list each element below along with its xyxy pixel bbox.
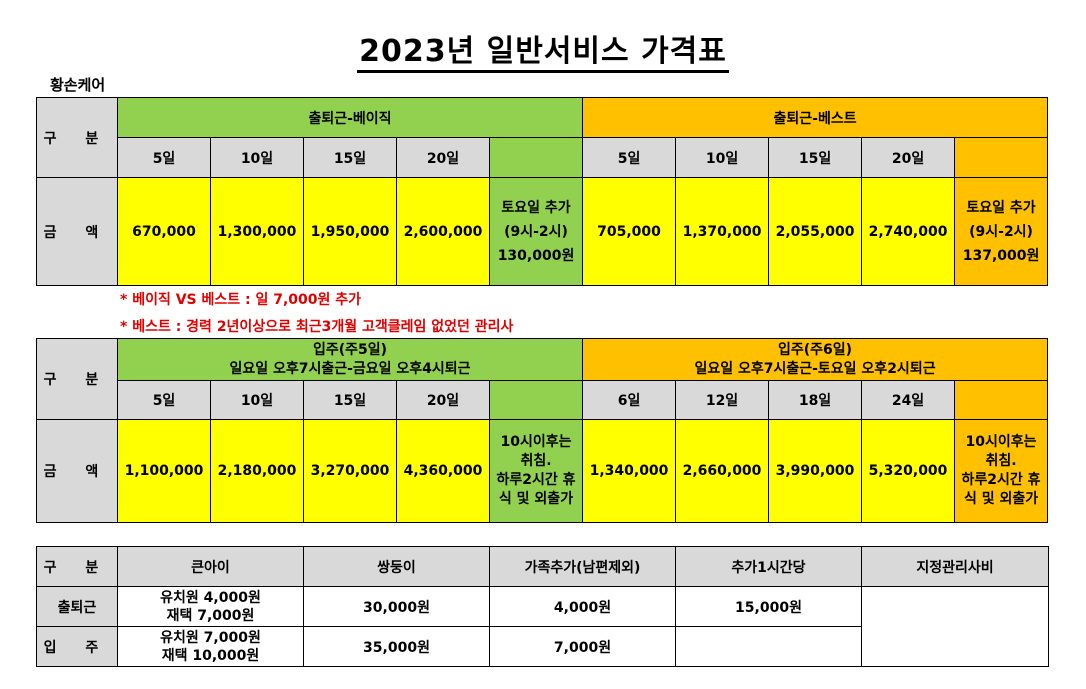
- basic-price: 2,600,000: [396, 177, 490, 286]
- five-day-count: 10일: [210, 380, 304, 420]
- basic-price: 670,000: [117, 177, 211, 286]
- basic-day: 20일: [396, 137, 490, 178]
- header-designated-fee: 지정관리사비: [861, 546, 1049, 587]
- basic-price: 1,300,000: [210, 177, 304, 286]
- rest-note-line: 하루2시간 휴: [961, 472, 1041, 488]
- six-day-count: 18일: [768, 380, 863, 420]
- rest-note-line: 하루2시간 휴: [496, 472, 576, 488]
- child-fee-line: 유치원 7,000원: [160, 629, 261, 646]
- best-extra-header: [954, 137, 1049, 178]
- six-price: 5,320,000: [861, 419, 956, 523]
- commute-child-fee: 유치원 4,000원 재택 7,000원: [117, 586, 304, 627]
- saturday-line: 토요일 추가: [501, 199, 571, 216]
- basic-extra-header: [488, 137, 584, 178]
- five-price: 2,180,000: [210, 419, 304, 523]
- designated-fee-cell: [861, 586, 1049, 667]
- division-label: 구 분: [36, 97, 118, 178]
- five-day-count: 15일: [303, 380, 397, 420]
- live-in-family-fee: 7,000원: [489, 626, 676, 667]
- live-in-price-table: 구 분 입주(주5일) 일요일 오후7시출근-금요일 오후4시퇴근 입주(주6일…: [36, 338, 1049, 523]
- rest-note-line: 취침.: [520, 453, 552, 469]
- header-twins: 쌍둥이: [303, 546, 490, 587]
- basic-day: 10일: [210, 137, 304, 178]
- best-header: 출퇴근-베스트: [582, 97, 1049, 138]
- header-extra-hour: 추가1시간당: [675, 546, 862, 587]
- saturday-line: 137,000원: [962, 247, 1040, 264]
- five-day-header: 입주(주5일) 일요일 오후7시출근-금요일 오후4시퇴근: [116, 338, 584, 381]
- basic-saturday-extra: 토요일 추가 (9시-2시) 130,000원: [488, 177, 584, 286]
- best-day: 20일: [861, 137, 956, 178]
- basic-day: 5일: [117, 137, 211, 178]
- header-division: 구 분: [36, 546, 118, 587]
- saturday-line: 130,000원: [497, 247, 575, 264]
- page-title: 2023년 일반서비스 가격표: [0, 26, 1086, 73]
- row-label-commute: 출퇴근: [36, 586, 118, 627]
- commute-twins-fee: 30,000원: [303, 586, 490, 627]
- rest-note-line: 10시이후는: [500, 434, 572, 450]
- six-day-header: 입주(주6일) 일요일 오후7시출근-토요일 오후2시퇴근: [582, 338, 1049, 381]
- six-day-count: 12일: [675, 380, 770, 420]
- live-in-twins-fee: 35,000원: [303, 626, 490, 667]
- child-fee-line: 재택 10,000원: [161, 647, 260, 664]
- five-rest-note: 10시이후는 취침. 하루2시간 휴 식 및 외출가: [488, 419, 584, 523]
- basic-header: 출퇴근-베이직: [116, 97, 584, 138]
- six-price: 2,660,000: [675, 419, 770, 523]
- note-best-condition: * 베스트 : 경력 2년이상으로 최근3개월 고객클레임 없었던 관리사: [120, 319, 514, 335]
- note-basic-vs-best: * 베이직 VS 베스트 : 일 7,000원 추가: [120, 292, 362, 308]
- commute-hour-fee: 15,000원: [675, 586, 862, 627]
- best-price: 2,055,000: [768, 177, 863, 286]
- commute-family-fee: 4,000원: [489, 586, 676, 627]
- rest-note-line: 식 및 외출가: [498, 491, 574, 507]
- amount-label: 금 액: [36, 419, 118, 523]
- division-label: 구 분: [36, 338, 118, 420]
- child-fee-line: 유치원 4,000원: [160, 589, 261, 606]
- best-day: 15일: [768, 137, 863, 178]
- six-day-header-hours: 일요일 오후7시출근-토요일 오후2시퇴근: [694, 360, 936, 377]
- five-day-header-title: 입주(주5일): [312, 341, 388, 358]
- child-fee-line: 재택 7,000원: [166, 607, 255, 624]
- best-price: 705,000: [582, 177, 677, 286]
- best-saturday-extra: 토요일 추가 (9시-2시) 137,000원: [954, 177, 1049, 286]
- page-title-text: 2023년 일반서비스 가격표: [357, 34, 729, 73]
- saturday-line: (9시-2시): [969, 223, 1033, 240]
- additional-fee-table: 구 분 큰아이 쌍둥이 가족추가(남편제외) 추가1시간당 지정관리사비 출퇴근…: [36, 546, 1049, 667]
- header-older-child: 큰아이: [117, 546, 304, 587]
- header-family-add: 가족추가(남편제외): [489, 546, 676, 587]
- six-day-count: 24일: [861, 380, 956, 420]
- best-day: 5일: [582, 137, 677, 178]
- five-day-count: 5일: [117, 380, 211, 420]
- five-extra-header: [488, 380, 584, 420]
- rest-note-line: 취침.: [985, 453, 1017, 469]
- basic-price: 1,950,000: [303, 177, 397, 286]
- best-price: 1,370,000: [675, 177, 770, 286]
- commute-price-table: 구 분 출퇴근-베이직 출퇴근-베스트 5일 10일 15일 20일 5일 10…: [36, 97, 1049, 286]
- rest-note-line: 10시이후는: [965, 434, 1037, 450]
- amount-label: 금 액: [36, 177, 118, 286]
- best-day: 10일: [675, 137, 770, 178]
- best-price: 2,740,000: [861, 177, 956, 286]
- five-price: 4,360,000: [396, 419, 490, 523]
- row-label-live-in: 입 주: [36, 626, 118, 667]
- six-price: 3,990,000: [768, 419, 863, 523]
- six-extra-header: [954, 380, 1049, 420]
- six-price: 1,340,000: [582, 419, 677, 523]
- five-day-header-hours: 일요일 오후7시출근-금요일 오후4시퇴근: [229, 360, 471, 377]
- basic-day: 15일: [303, 137, 397, 178]
- live-in-hour-fee: [675, 626, 862, 667]
- rest-note-line: 식 및 외출가: [963, 491, 1039, 507]
- six-day-count: 6일: [582, 380, 677, 420]
- saturday-line: (9시-2시): [504, 223, 568, 240]
- five-price: 1,100,000: [117, 419, 211, 523]
- live-in-child-fee: 유치원 7,000원 재택 10,000원: [117, 626, 304, 667]
- five-price: 3,270,000: [303, 419, 397, 523]
- six-rest-note: 10시이후는 취침. 하루2시간 휴 식 및 외출가: [954, 419, 1049, 523]
- five-day-count: 20일: [396, 380, 490, 420]
- company-name: 황손케어: [50, 76, 106, 94]
- saturday-line: 토요일 추가: [966, 199, 1036, 216]
- six-day-header-title: 입주(주6일): [777, 341, 853, 358]
